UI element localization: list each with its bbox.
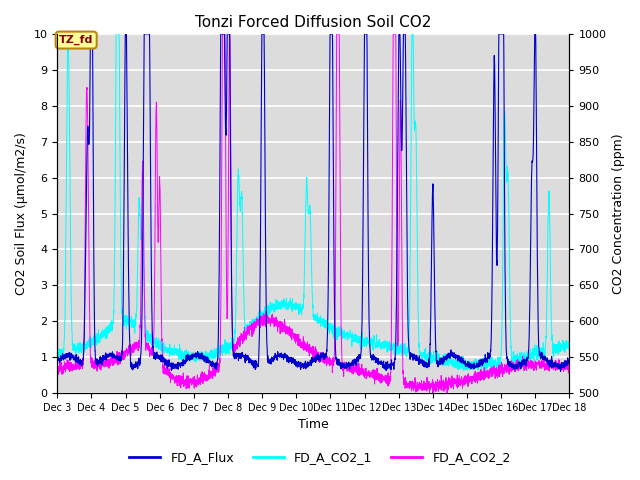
Legend: FD_A_Flux, FD_A_CO2_1, FD_A_CO2_2: FD_A_Flux, FD_A_CO2_1, FD_A_CO2_2 bbox=[124, 446, 516, 469]
Title: Tonzi Forced Diffusion Soil CO2: Tonzi Forced Diffusion Soil CO2 bbox=[195, 15, 431, 30]
Text: TZ_fd: TZ_fd bbox=[59, 35, 93, 45]
Y-axis label: CO2 Concentration (ppm): CO2 Concentration (ppm) bbox=[612, 133, 625, 294]
X-axis label: Time: Time bbox=[298, 419, 329, 432]
Y-axis label: CO2 Soil Flux (μmol/m2/s): CO2 Soil Flux (μmol/m2/s) bbox=[15, 132, 28, 295]
